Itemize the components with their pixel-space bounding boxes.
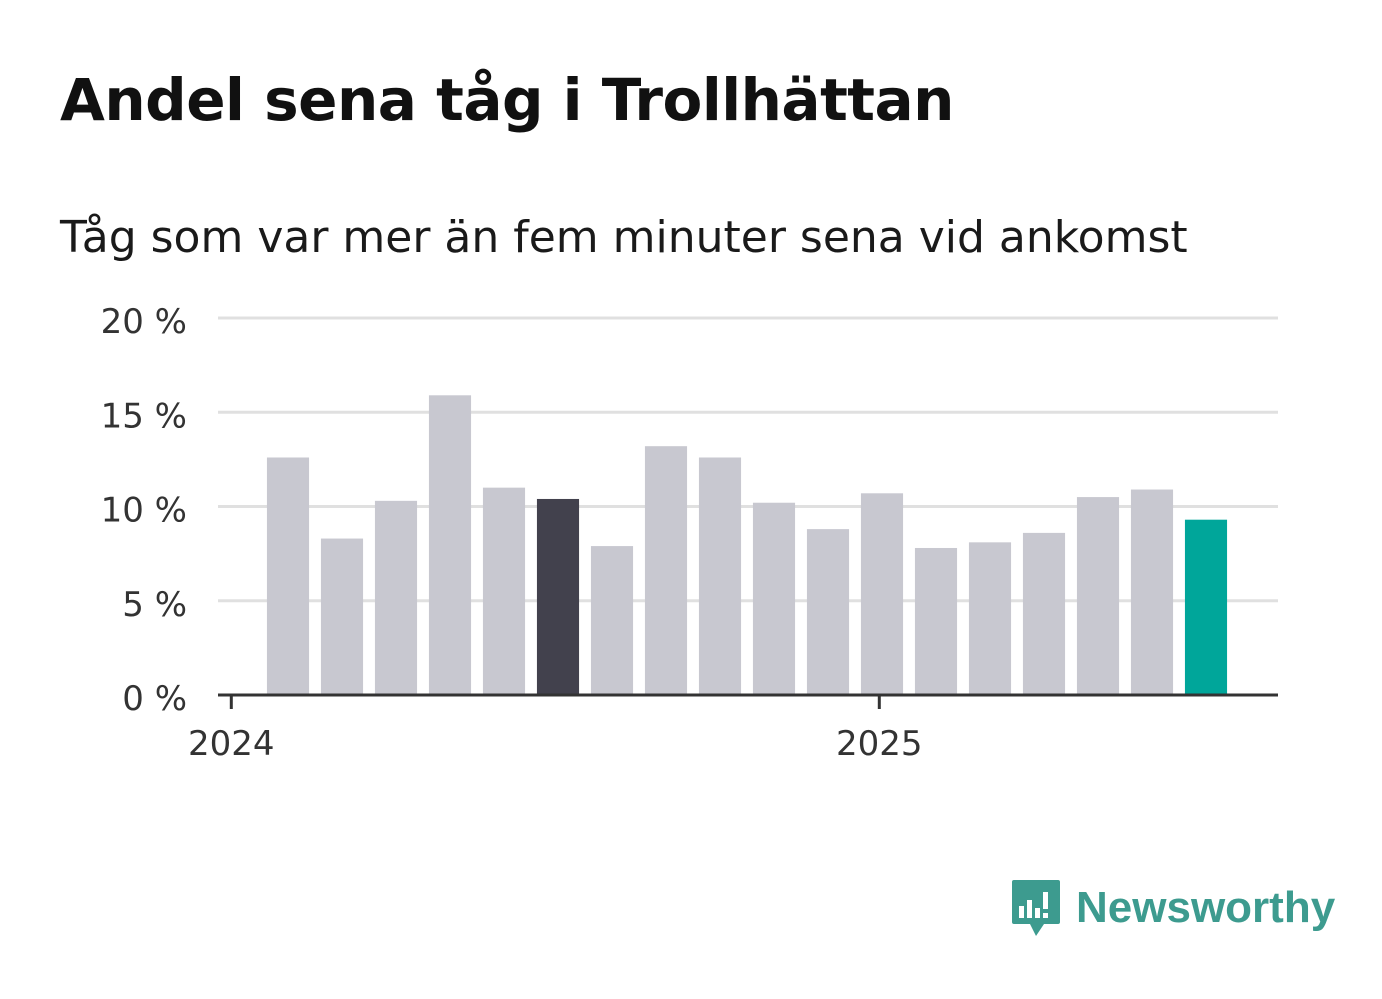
chart-title: Andel sena tåg i Trollhättan [60,66,954,134]
bar: 2024-04 [428,395,472,695]
y-tick-label: 5 % [122,585,187,625]
bar: 2024-06 [536,498,580,695]
y-tick-label: 20 % [101,302,187,342]
brand-name: Newsworthy [1076,883,1336,932]
y-tick-label: 0 % [122,679,187,719]
brand-logo: Newsworthy [1010,878,1335,938]
x-tick-label: 2024 [188,724,275,764]
bar: 2024-03 [374,500,418,695]
bar: 2025-03 [1022,532,1066,695]
bar: 2024-02 [320,538,364,695]
bar: 2024-12 [860,493,904,695]
bar: 2024-09 [698,457,742,695]
bar: 2025-02 [968,542,1012,695]
bars: 2024-012024-022024-032024-042024-052024-… [266,395,1228,695]
axes [218,693,1278,709]
bar-chart-speech-bubble-icon [1012,880,1060,936]
bar: 2024-11 [806,529,850,695]
bar: 2025-01 [914,547,958,695]
bar: 2024-08 [644,446,688,695]
bar: 2024-10 [752,502,796,695]
y-tick-label: 10 % [101,491,187,531]
y-tick-label: 15 % [101,396,187,436]
tick-labels: 0 % 5 % 10 % 15 % 20 % 2024 2025 [101,302,923,764]
bar: 2024-05 [482,487,526,695]
chart-subtitle: Tåg som var mer än fem minuter sena vid … [60,212,1188,263]
x-tick-label: 2025 [836,724,923,764]
bar: 2025-04 [1076,497,1120,695]
bar: 2025-05 [1130,489,1174,695]
bar: 2025-06 [1184,519,1228,695]
bar-chart: 2024-012024-022024-032024-042024-052024-… [101,302,1278,764]
bar: 2024-07 [590,546,634,695]
bar: 2024-01 [266,457,310,695]
